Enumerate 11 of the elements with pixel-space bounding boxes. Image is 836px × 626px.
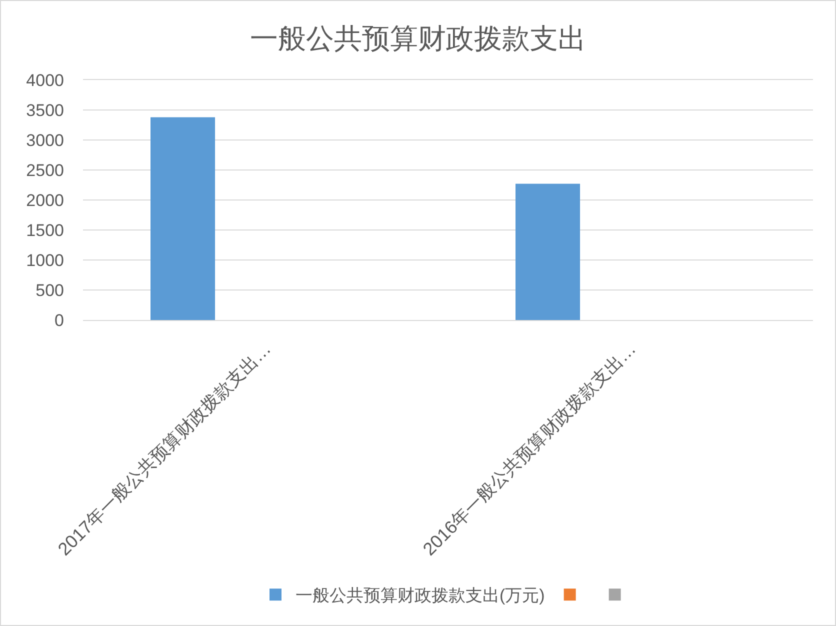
chart-title: 一般公共预算财政拨款支出 [250, 22, 586, 54]
y-tick-label: 1000 [26, 250, 64, 270]
y-tick-label: 1500 [26, 220, 64, 240]
y-tick-label: 0 [54, 310, 64, 330]
y-tick-label: 2500 [26, 160, 64, 180]
y-tick-label: 3500 [26, 100, 64, 120]
legend-label: 一般公共预算财政拨款支出(万元) [296, 586, 545, 606]
y-tick-label: 4000 [26, 70, 64, 90]
y-tick-label: 3000 [26, 130, 64, 150]
y-tick-label: 500 [36, 280, 64, 300]
y-tick-label: 2000 [26, 190, 64, 210]
